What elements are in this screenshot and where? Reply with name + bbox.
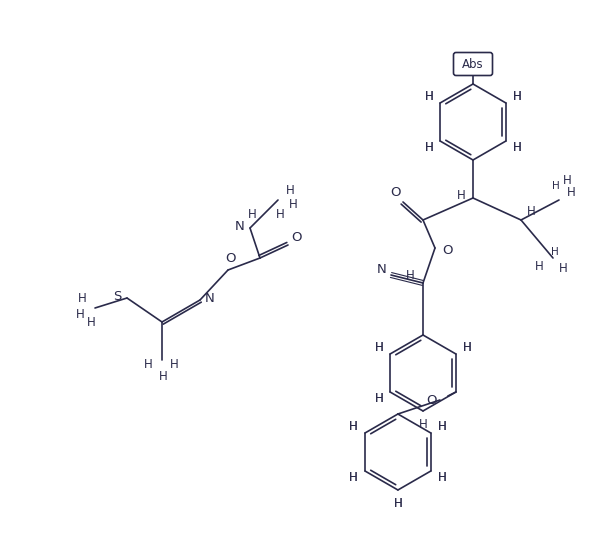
Text: H: H <box>406 269 414 281</box>
Text: H: H <box>393 496 402 509</box>
Text: H: H <box>418 417 427 431</box>
Text: H: H <box>527 204 535 218</box>
FancyBboxPatch shape <box>454 52 492 75</box>
Text: H: H <box>374 341 383 354</box>
Text: H: H <box>349 471 358 484</box>
Text: H: H <box>349 420 358 433</box>
Text: O: O <box>390 186 401 198</box>
Text: H: H <box>457 188 465 202</box>
Text: H: H <box>349 471 358 484</box>
Text: H: H <box>159 370 167 383</box>
Text: H: H <box>247 208 256 220</box>
Text: H: H <box>144 357 153 371</box>
Text: H: H <box>349 420 358 433</box>
Text: H: H <box>513 141 522 154</box>
Text: H: H <box>552 181 560 191</box>
Text: H: H <box>437 471 446 484</box>
Text: H: H <box>76 308 85 320</box>
Text: N: N <box>377 263 387 276</box>
Text: H: H <box>393 496 402 509</box>
Text: H: H <box>288 197 297 210</box>
Text: H: H <box>437 471 446 484</box>
Text: H: H <box>462 341 471 354</box>
Text: H: H <box>424 141 433 154</box>
Text: H: H <box>374 392 383 405</box>
Text: H: H <box>558 262 567 274</box>
Text: Abs: Abs <box>462 57 484 71</box>
Text: H: H <box>374 341 383 354</box>
Text: O: O <box>442 243 452 256</box>
Text: H: H <box>513 141 522 154</box>
Text: H: H <box>563 173 572 187</box>
Text: H: H <box>275 208 284 220</box>
Text: O: O <box>291 231 301 243</box>
Text: N: N <box>205 292 215 304</box>
Text: H: H <box>77 292 86 304</box>
Text: H: H <box>513 90 522 103</box>
Text: H: H <box>170 357 178 371</box>
Text: H: H <box>285 184 294 196</box>
Text: H: H <box>424 90 433 103</box>
Text: O: O <box>225 251 235 264</box>
Text: H: H <box>424 141 433 154</box>
Text: H: H <box>567 186 575 198</box>
Text: H: H <box>513 90 522 103</box>
Text: H: H <box>535 259 544 272</box>
Text: H: H <box>424 90 433 103</box>
Text: O: O <box>427 394 437 407</box>
Text: H: H <box>437 420 446 433</box>
Text: H: H <box>551 247 559 257</box>
Text: N: N <box>235 219 245 233</box>
Text: H: H <box>437 420 446 433</box>
Text: S: S <box>113 289 121 302</box>
Text: H: H <box>462 341 471 354</box>
Text: H: H <box>86 316 95 328</box>
Text: H: H <box>374 392 383 405</box>
